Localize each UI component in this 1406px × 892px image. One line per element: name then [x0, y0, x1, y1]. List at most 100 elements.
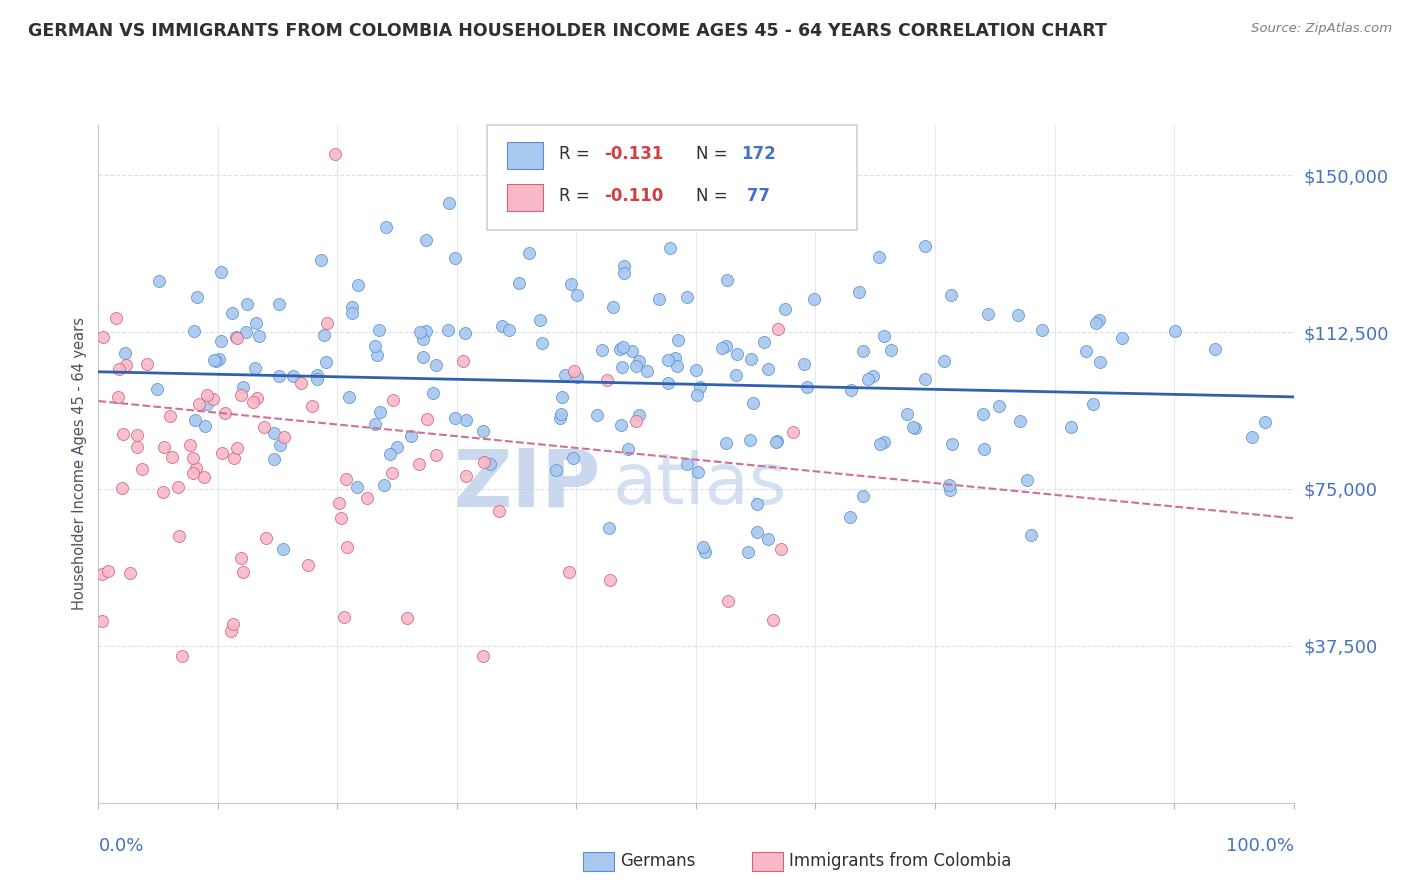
Point [184, 413, 207, 427]
Point [179, 438, 201, 452]
Point [120, 566, 142, 580]
Point [624, 414, 647, 428]
Point [685, 363, 707, 377]
Point [437, 323, 460, 337]
Point [904, 421, 927, 435]
Point [869, 437, 891, 451]
Text: 77: 77 [741, 187, 770, 205]
Point [269, 437, 291, 451]
Point [756, 533, 779, 547]
Point [599, 574, 621, 588]
Text: N =: N = [696, 145, 733, 163]
Point [267, 297, 290, 311]
Point [714, 339, 737, 353]
Point [290, 376, 312, 391]
Point [1015, 473, 1038, 487]
Point [107, 390, 129, 404]
Point [851, 344, 873, 359]
Point [368, 405, 391, 419]
Text: Immigrants from Colombia: Immigrants from Colombia [789, 852, 1011, 870]
Point [263, 451, 285, 466]
Point [194, 419, 217, 434]
Text: -0.110: -0.110 [605, 187, 664, 205]
Point [717, 594, 740, 608]
Point [873, 329, 896, 343]
Point [91, 329, 114, 343]
Point [247, 329, 270, 343]
Point [491, 318, 513, 333]
Point [689, 380, 711, 394]
Point [531, 335, 554, 350]
Point [340, 300, 363, 314]
Point [803, 292, 825, 306]
Point [269, 368, 291, 383]
Point [591, 343, 613, 357]
Point [387, 441, 409, 455]
Point [657, 376, 679, 391]
Point [346, 480, 368, 494]
Point [381, 392, 404, 407]
Point [596, 373, 619, 387]
Point [508, 276, 530, 290]
FancyBboxPatch shape [486, 125, 858, 230]
Point [245, 316, 267, 330]
Point [152, 484, 174, 499]
Point [914, 372, 936, 386]
Point [745, 524, 768, 539]
Point [131, 461, 153, 475]
Point [880, 343, 903, 357]
Point [612, 340, 634, 354]
Point [560, 277, 582, 291]
Point [422, 385, 444, 400]
Point [114, 346, 136, 360]
Point [852, 489, 875, 503]
Point [307, 372, 329, 386]
Point [613, 259, 636, 273]
Point [225, 329, 247, 343]
Point [110, 481, 132, 495]
Point [208, 352, 231, 367]
Point [236, 297, 259, 311]
Point [378, 447, 401, 461]
Point [451, 353, 474, 368]
Point [692, 540, 714, 554]
Point [381, 466, 404, 480]
Point [159, 409, 181, 423]
Point [209, 265, 232, 279]
Point [373, 478, 395, 492]
Point [330, 511, 353, 525]
Text: atlas: atlas [612, 450, 787, 518]
Point [145, 382, 167, 396]
Point [562, 363, 585, 377]
Point [479, 458, 502, 472]
Point [1031, 323, 1053, 337]
Point [1111, 331, 1133, 345]
Point [987, 399, 1010, 413]
Point [197, 388, 219, 402]
Point [793, 357, 815, 371]
Point [281, 369, 304, 384]
Point [309, 253, 332, 268]
Point [550, 407, 572, 421]
Point [725, 346, 748, 360]
Point [873, 434, 896, 449]
Point [415, 324, 437, 338]
Point [246, 392, 269, 406]
Point [617, 442, 640, 456]
Point [659, 241, 682, 255]
Point [193, 469, 215, 483]
Text: Source: ZipAtlas.com: Source: ZipAtlas.com [1251, 22, 1392, 36]
Point [364, 339, 387, 353]
Text: 100.0%: 100.0% [1226, 837, 1294, 855]
Point [498, 323, 520, 337]
Point [395, 611, 418, 625]
Point [941, 437, 963, 451]
Point [976, 307, 998, 321]
Point [711, 341, 734, 355]
Point [868, 250, 890, 264]
Point [297, 558, 319, 573]
Point [765, 434, 787, 449]
Point [454, 412, 477, 426]
Point [315, 355, 337, 369]
Point [686, 465, 709, 479]
